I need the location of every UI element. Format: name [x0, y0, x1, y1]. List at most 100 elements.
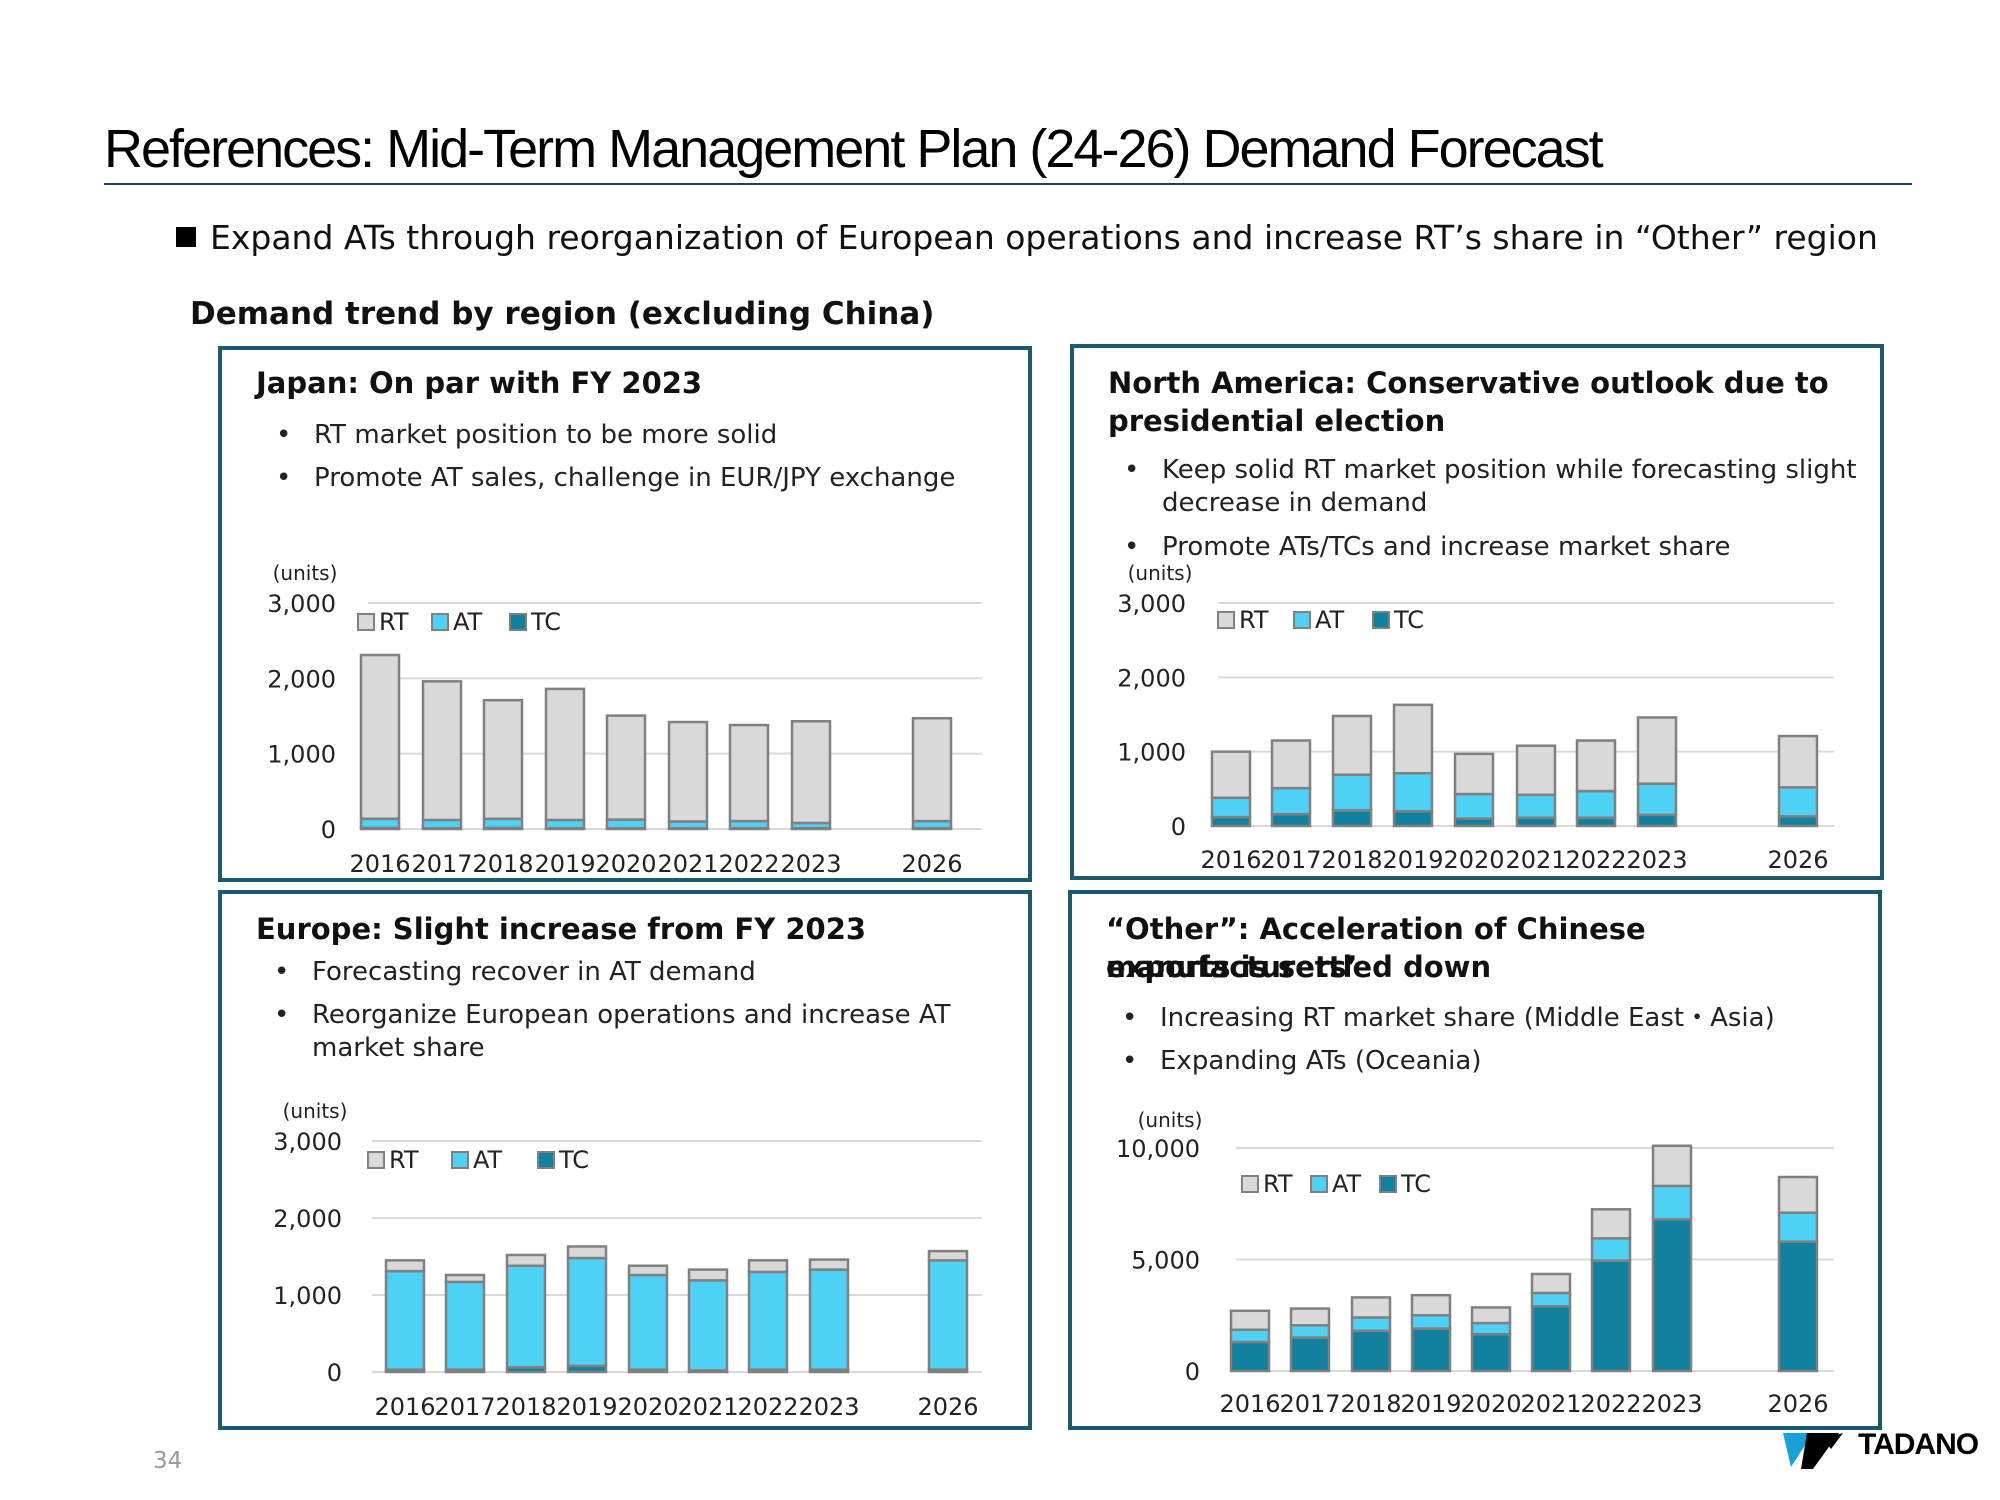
x-tick-label: 2017 — [1279, 1390, 1340, 1418]
x-tick-label: 2026 — [917, 1393, 978, 1421]
bar-at-2016 — [1229, 1328, 1271, 1344]
y-tick-label: 1,000 — [273, 1282, 342, 1310]
y-tick-label: 10,000 — [1116, 1135, 1200, 1163]
legend-swatch-tc — [509, 613, 527, 631]
bar-at-2022 — [1575, 789, 1617, 820]
legend-swatch-at — [1310, 1175, 1328, 1193]
bar-at-2023 — [1636, 782, 1678, 817]
x-tick-label: 2022 — [1565, 846, 1626, 874]
bar-at-2018 — [1331, 773, 1373, 812]
bar-at-2016 — [384, 1269, 426, 1371]
title-divider — [104, 183, 1912, 185]
bar-rt-2016 — [1210, 750, 1252, 800]
bar-at-2020 — [1470, 1321, 1512, 1336]
panel-other-bullet: • Expanding ATs (Oceania) — [1122, 1046, 1482, 1076]
panel-na-bullet-cont: decrease in demand — [1162, 488, 1428, 518]
bar-rt-2021 — [1530, 1272, 1572, 1295]
bar-rt-2020 — [1470, 1306, 1512, 1325]
x-tick-label: 2016 — [1200, 846, 1261, 874]
bar-rt-2020 — [605, 714, 647, 821]
panel-other-title-line2: exports is settled down — [1106, 950, 1492, 984]
legend-swatch-rt — [367, 1151, 385, 1169]
legend-label-rt: RT — [1239, 606, 1269, 634]
bar-rt-2017 — [421, 680, 463, 822]
panel-japan-bullet: • Promote AT sales, challenge in EUR/JPY … — [276, 463, 956, 493]
panel-other-bullet: • Increasing RT market share (Middle East… — [1122, 1003, 1775, 1033]
bar-at-2023 — [1651, 1184, 1693, 1221]
x-tick-label: 2023 — [1641, 1390, 1702, 1418]
bar-at-2017 — [1270, 786, 1312, 816]
panel-europe: Europe: Slight increase from FY 2023 • Fo… — [218, 890, 1032, 1430]
bar-at-2017 — [1289, 1324, 1331, 1339]
legend-swatch-tc — [1379, 1175, 1397, 1193]
panel-other-title-line1: “Other”: Acceleration of Chinese manufac… — [1106, 912, 1646, 984]
x-tick-label: 2022 — [718, 850, 779, 878]
bar-rt-2022 — [1590, 1208, 1632, 1240]
x-tick-label: 2020 — [595, 850, 656, 878]
panel-europe-title: Europe: Slight increase from FY 2023 — [256, 912, 867, 946]
bar-rt-2016 — [1229, 1309, 1271, 1331]
legend-swatch-at — [451, 1151, 469, 1169]
bar-at-2022 — [1590, 1237, 1632, 1262]
bar-tc-2022 — [1590, 1259, 1632, 1373]
panel-na-title-line1: North America: Conservative outlook due … — [1108, 366, 1829, 400]
legend-swatch-tc — [1372, 611, 1390, 629]
bar-at-2021 — [1530, 1291, 1572, 1308]
legend-label-tc: TC — [530, 608, 561, 636]
bar-rt-2018 — [1331, 714, 1373, 776]
x-tick-label: 2017 — [434, 1393, 495, 1421]
x-tick-label: 2018 — [495, 1393, 556, 1421]
x-tick-label: 2026 — [901, 850, 962, 878]
x-tick-label: 2023 — [1626, 846, 1687, 874]
y-tick-label: 0 — [1185, 1358, 1200, 1386]
x-tick-label: 2021 — [677, 1393, 738, 1421]
y-tick-label: 0 — [327, 1359, 342, 1387]
bar-rt-2018 — [505, 1253, 547, 1267]
legend-swatch-rt — [1241, 1175, 1259, 1193]
bar-at-2026 — [927, 1259, 969, 1371]
x-tick-label: 2018 — [1340, 1390, 1401, 1418]
y-tick-label: 1,000 — [267, 741, 336, 769]
x-tick-label: 2022 — [737, 1393, 798, 1421]
y-tick-label: 3,000 — [267, 590, 336, 618]
bar-rt-2026 — [911, 717, 953, 823]
bar-rt-2022 — [1575, 739, 1617, 793]
x-tick-label: 2023 — [780, 850, 841, 878]
bar-rt-2023 — [1651, 1144, 1693, 1188]
page-title: References: Mid-Term Management Plan (24… — [104, 119, 1604, 179]
bar-tc-2020 — [1470, 1332, 1512, 1373]
bar-at-2021 — [687, 1279, 729, 1372]
y-tick-label: 3,000 — [273, 1128, 342, 1156]
panel-na-bullet: • Keep solid RT market position while for… — [1124, 455, 1857, 485]
y-tick-label: 0 — [321, 816, 336, 844]
bar-rt-2022 — [728, 723, 770, 823]
headline-text: Expand ATs through reorganization of Eur… — [210, 218, 1878, 257]
legend-label-rt: RT — [379, 608, 409, 636]
y-tick-label: 0 — [1171, 813, 1186, 841]
unit-label: (units) — [273, 561, 338, 585]
bar-rt-2023 — [790, 720, 832, 825]
x-tick-label: 2018 — [1321, 846, 1382, 874]
x-tick-label: 2016 — [1219, 1390, 1280, 1418]
x-tick-label: 2021 — [657, 850, 718, 878]
bar-tc-2016 — [1229, 1340, 1271, 1373]
panel-na-bullet: • Promote ATs/TCs and increase market sha… — [1124, 532, 1731, 562]
bar-rt-2019 — [544, 687, 586, 822]
panel-europe-bullet-cont: market share — [312, 1033, 485, 1063]
legend-swatch-rt — [357, 613, 375, 631]
bar-at-2026 — [1777, 1211, 1819, 1243]
bar-tc-2017 — [1289, 1336, 1331, 1373]
legend-swatch-tc — [537, 1151, 555, 1169]
y-tick-label: 2,000 — [273, 1205, 342, 1233]
x-tick-label: 2019 — [534, 850, 595, 878]
bar-rt-2016 — [359, 653, 401, 821]
bar-at-2023 — [808, 1268, 850, 1371]
bar-rt-2022 — [747, 1259, 789, 1274]
panel-europe-bullet: • Reorganize European operations and incr… — [274, 1000, 951, 1030]
bar-rt-2017 — [1289, 1307, 1331, 1327]
bar-tc-2019 — [1410, 1327, 1452, 1373]
bar-at-2018 — [1350, 1316, 1392, 1333]
x-tick-label: 2020 — [1460, 1390, 1521, 1418]
